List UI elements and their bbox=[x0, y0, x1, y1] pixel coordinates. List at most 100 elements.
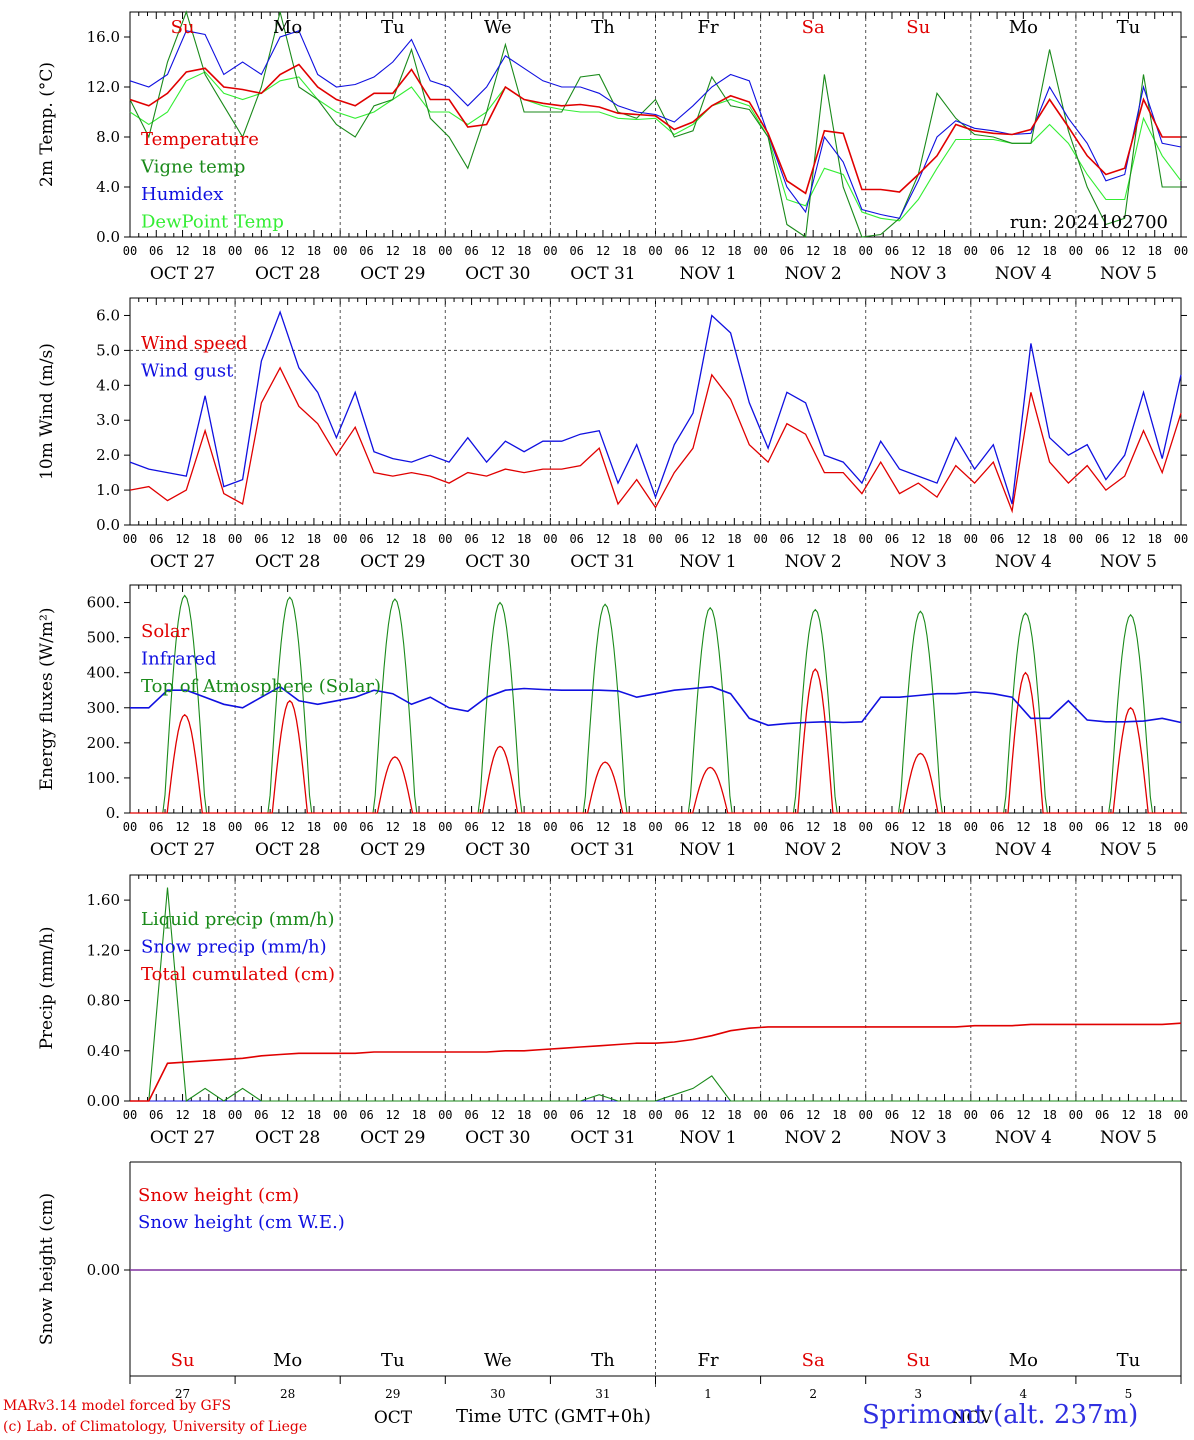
hour-tick-label: 00 bbox=[123, 244, 137, 258]
hour-tick-label: 12 bbox=[911, 244, 925, 258]
hour-tick-label: 18 bbox=[832, 820, 846, 834]
legend-entry: Snow precip (mm/h) bbox=[141, 937, 327, 958]
hour-tick-label: 00 bbox=[438, 532, 452, 546]
station-label: Sprimont (alt. 237m) bbox=[862, 1400, 1139, 1430]
series-line bbox=[129, 310, 1182, 505]
run-label: run: 2024102700 bbox=[1010, 212, 1168, 233]
hour-tick-label: 06 bbox=[464, 532, 478, 546]
y-tick-label: 2.0 bbox=[96, 446, 120, 464]
legend-entry: Snow height (cm) bbox=[138, 1185, 299, 1206]
day-letter: Su bbox=[906, 17, 930, 38]
date-label: NOV 4 bbox=[995, 552, 1052, 572]
date-label: OCT 30 bbox=[465, 1128, 530, 1148]
hour-tick-label: 06 bbox=[464, 244, 478, 258]
hour-tick-label: 12 bbox=[911, 532, 925, 546]
date-label: OCT 29 bbox=[360, 264, 425, 284]
hour-tick-label: 06 bbox=[780, 1108, 794, 1122]
hour-tick-label: 00 bbox=[228, 1108, 242, 1122]
hour-tick-label: 06 bbox=[149, 820, 163, 834]
y-tick-label: 0.0 bbox=[96, 516, 120, 534]
hour-tick-label: 12 bbox=[701, 820, 715, 834]
hour-tick-label: 18 bbox=[832, 1108, 846, 1122]
date-label: NOV 2 bbox=[785, 264, 842, 284]
date-label: OCT 31 bbox=[570, 1128, 635, 1148]
date-label: OCT 28 bbox=[255, 552, 320, 572]
series-line bbox=[129, 10, 1181, 238]
hour-tick-label: 12 bbox=[596, 1108, 610, 1122]
hour-tick-label: 06 bbox=[149, 244, 163, 258]
y-tick-label: 6.0 bbox=[96, 306, 120, 324]
hour-tick-label: 00 bbox=[333, 244, 347, 258]
month-label-oct: OCT bbox=[374, 1408, 413, 1428]
hour-tick-label: 00 bbox=[648, 244, 662, 258]
date-label: NOV 5 bbox=[1100, 840, 1157, 860]
hour-tick-label: 12 bbox=[491, 1108, 505, 1122]
day-number: 3 bbox=[914, 1387, 922, 1401]
hour-tick-label: 18 bbox=[622, 820, 636, 834]
hour-tick-label: 18 bbox=[832, 532, 846, 546]
series-line bbox=[129, 30, 1182, 219]
hour-tick-label: 18 bbox=[622, 1108, 636, 1122]
y-tick-label: 200. bbox=[87, 734, 120, 752]
y-axis-label: Snow height (cm) bbox=[37, 1193, 57, 1345]
day-number: 4 bbox=[1020, 1387, 1028, 1401]
hour-tick-label: 18 bbox=[1042, 820, 1056, 834]
hour-tick-label: 06 bbox=[569, 244, 583, 258]
hour-tick-label: 18 bbox=[307, 532, 321, 546]
legend-entry: Snow height (cm W.E.) bbox=[138, 1212, 345, 1233]
hour-tick-label: 00 bbox=[1069, 820, 1083, 834]
hour-tick-label: 18 bbox=[517, 1108, 531, 1122]
date-label: OCT 31 bbox=[570, 264, 635, 284]
hour-tick-label: 00 bbox=[858, 1108, 872, 1122]
hour-tick-label: 12 bbox=[1016, 820, 1030, 834]
hour-tick-label: 18 bbox=[517, 532, 531, 546]
hour-tick-label: 12 bbox=[911, 820, 925, 834]
legend-entry: Vigne temp bbox=[140, 157, 245, 178]
day-letter: Tu bbox=[381, 1350, 405, 1371]
day-letter: We bbox=[484, 1350, 512, 1371]
hour-tick-label: 18 bbox=[832, 244, 846, 258]
hour-tick-label: 00 bbox=[753, 532, 767, 546]
y-tick-label: 12.0 bbox=[87, 78, 120, 96]
hour-tick-label: 00 bbox=[1174, 1108, 1188, 1122]
hour-tick-label: 00 bbox=[228, 820, 242, 834]
hour-tick-label: 12 bbox=[596, 244, 610, 258]
hour-tick-label: 18 bbox=[727, 820, 741, 834]
date-label: OCT 30 bbox=[465, 552, 530, 572]
hour-tick-label: 12 bbox=[491, 244, 505, 258]
date-label: NOV 4 bbox=[995, 264, 1052, 284]
hour-tick-label: 18 bbox=[412, 820, 426, 834]
hour-tick-label: 18 bbox=[1147, 244, 1161, 258]
hour-tick-label: 12 bbox=[280, 1108, 294, 1122]
time-axis-label: Time UTC (GMT+0h) bbox=[456, 1406, 651, 1427]
hour-tick-label: 12 bbox=[1121, 532, 1135, 546]
y-tick-label: 600. bbox=[87, 594, 120, 612]
hour-tick-label: 18 bbox=[412, 1108, 426, 1122]
hour-tick-label: 18 bbox=[202, 820, 216, 834]
hour-tick-label: 00 bbox=[228, 244, 242, 258]
hour-tick-label: 12 bbox=[806, 532, 820, 546]
date-label: OCT 29 bbox=[360, 840, 425, 860]
hour-tick-label: 12 bbox=[596, 820, 610, 834]
date-label: NOV 3 bbox=[890, 840, 947, 860]
day-letter: Mo bbox=[273, 1350, 302, 1371]
y-tick-label: 5.0 bbox=[96, 341, 120, 359]
hour-tick-label: 06 bbox=[675, 820, 689, 834]
hour-tick-label: 18 bbox=[202, 532, 216, 546]
hour-tick-label: 06 bbox=[569, 1108, 583, 1122]
series-line bbox=[130, 668, 1181, 814]
y-tick-label: 16.0 bbox=[87, 28, 120, 46]
hour-tick-label: 12 bbox=[806, 820, 820, 834]
day-number: 31 bbox=[595, 1387, 610, 1401]
hour-tick-label: 18 bbox=[412, 532, 426, 546]
hour-tick-label: 06 bbox=[1095, 1108, 1109, 1122]
legend-entry: Liquid precip (mm/h) bbox=[141, 909, 335, 930]
hour-tick-label: 18 bbox=[937, 820, 951, 834]
hour-tick-label: 18 bbox=[517, 244, 531, 258]
hour-tick-label: 00 bbox=[333, 532, 347, 546]
date-label: OCT 30 bbox=[465, 840, 530, 860]
date-label: NOV 1 bbox=[680, 552, 737, 572]
y-tick-label: 500. bbox=[87, 629, 120, 647]
hour-tick-label: 18 bbox=[1147, 820, 1161, 834]
legend-entry: Temperature bbox=[141, 129, 259, 150]
